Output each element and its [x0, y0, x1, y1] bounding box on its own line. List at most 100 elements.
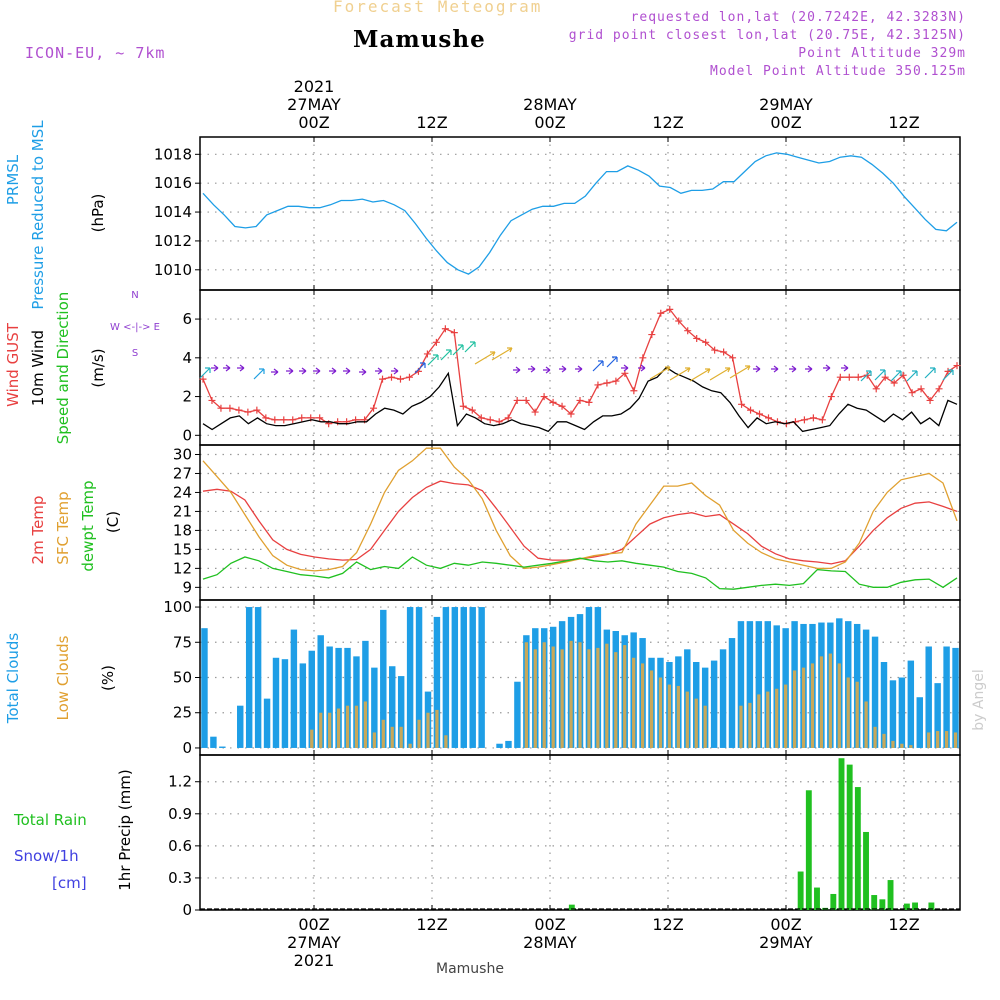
gust-marker	[549, 398, 557, 406]
gust-marker	[729, 354, 737, 362]
y-tick-label: 0	[182, 739, 192, 757]
total-cloud-bar	[389, 666, 396, 748]
gust-marker	[217, 404, 225, 412]
direction-arrow	[559, 365, 567, 373]
direction-arrow	[906, 370, 918, 382]
total-cloud-bar	[907, 660, 915, 748]
total-cloud-bar	[514, 681, 521, 748]
gust-marker	[370, 404, 378, 412]
gust-marker	[244, 408, 252, 416]
y-tick-label: 15	[173, 540, 192, 558]
gust-marker	[944, 367, 952, 375]
direction-arrow	[805, 365, 813, 373]
gust-marker	[693, 334, 701, 342]
low-cloud-bar	[667, 684, 672, 748]
direction-arrow	[709, 367, 731, 381]
y-axis-label: (C)	[104, 511, 122, 533]
gust-marker	[926, 396, 934, 404]
low-cloud-bar	[354, 705, 359, 748]
y-tick-label: 4	[182, 349, 192, 367]
low-cloud-bar	[891, 740, 895, 748]
date-label: 28MAY	[523, 933, 577, 952]
low-cloud-bar	[900, 743, 904, 748]
wind-panel: 0 2 4 6	[182, 289, 961, 446]
direction-arrow	[669, 367, 691, 381]
gust-marker	[459, 402, 467, 410]
gust-marker	[558, 402, 566, 410]
y-tick-label: 0.6	[168, 837, 192, 855]
total-cloud-bar	[764, 621, 771, 748]
gust-marker	[603, 379, 611, 387]
total-cloud-bar	[335, 647, 342, 748]
gust-marker	[765, 414, 772, 422]
gust-marker	[818, 416, 826, 424]
low-cloud-bar	[766, 691, 770, 748]
hour-label: 00Z	[534, 915, 565, 934]
compass-we: W <-|-> E	[110, 322, 160, 333]
direction-arrow	[391, 367, 399, 375]
low-cloud-bar	[810, 663, 815, 748]
total-cloud-bar	[201, 628, 208, 748]
point-altitude: Point Altitude 329m	[798, 46, 966, 61]
snow-unit: [cm]	[52, 874, 87, 892]
gust-marker	[486, 416, 494, 424]
y-axis-label: 10m Wind	[29, 330, 47, 406]
y-tick-label: 30	[173, 445, 192, 463]
gust-marker	[702, 338, 710, 346]
chart-heading: Forecast Meteogram	[333, 0, 543, 16]
low-cloud-bar	[614, 652, 618, 748]
gust-marker	[253, 406, 261, 414]
gust-marker	[208, 396, 216, 404]
low-cloud-bar	[658, 677, 663, 748]
y-axis-label: (m/s)	[89, 348, 107, 387]
total-cloud-bar	[290, 629, 298, 748]
direction-arrow	[528, 365, 536, 373]
total-cloud-bar	[397, 676, 405, 748]
low-cloud-bar	[578, 642, 582, 748]
direction-arrow	[942, 369, 954, 381]
y-tick-label: 1010	[154, 261, 192, 279]
gust-marker	[468, 406, 476, 414]
hour-label: 12Z	[652, 113, 683, 132]
y-tick-label: 0.9	[168, 805, 192, 823]
temp2m-line	[202, 480, 958, 565]
y-axis-label: Low Clouds	[54, 635, 72, 720]
date-label: 27MAY	[287, 933, 341, 952]
gust-marker	[854, 373, 862, 381]
y-tick-label: 12	[173, 559, 192, 577]
y-tick-label: 1012	[154, 232, 192, 250]
y-axis-label: Total Clouds	[4, 633, 22, 725]
rain-bar	[871, 895, 878, 910]
hour-label: 00Z	[298, 113, 329, 132]
date-label: 28MAY	[523, 95, 577, 114]
low-cloud-bar	[882, 733, 886, 748]
gust-marker	[298, 414, 306, 422]
dewpt-line	[202, 556, 958, 590]
low-cloud-bar	[837, 663, 841, 748]
gust-marker	[379, 375, 387, 383]
direction-arrow	[464, 341, 476, 353]
low-cloud-bar	[748, 702, 752, 748]
y-axis-label: Speed and Direction	[54, 292, 72, 445]
low-cloud-bar	[417, 719, 421, 748]
clouds-panel: 0 25 50 75 100	[163, 598, 961, 757]
total-cloud-bar	[505, 740, 512, 748]
direction-arrow	[592, 360, 604, 372]
low-cloud-bar	[345, 705, 350, 748]
total-cloud-bar	[326, 646, 333, 748]
hour-label: 12Z	[416, 915, 447, 934]
low-cloud-bar	[801, 667, 806, 748]
hour-label: 12Z	[888, 915, 919, 934]
gust-marker	[836, 373, 844, 381]
y-axis-label: dewpt Temp	[79, 480, 97, 571]
low-cloud-bar	[649, 670, 654, 748]
low-cloud-bar	[336, 708, 341, 748]
year-label: 2021	[294, 951, 335, 970]
direction-arrow	[649, 366, 671, 380]
direction-arrow	[237, 364, 245, 372]
direction-arrow	[789, 365, 797, 373]
total-cloud-bar	[442, 607, 450, 748]
footer-location: Mamushe	[436, 961, 504, 977]
gust-marker	[890, 379, 898, 387]
total-cloud-bar	[496, 743, 503, 748]
